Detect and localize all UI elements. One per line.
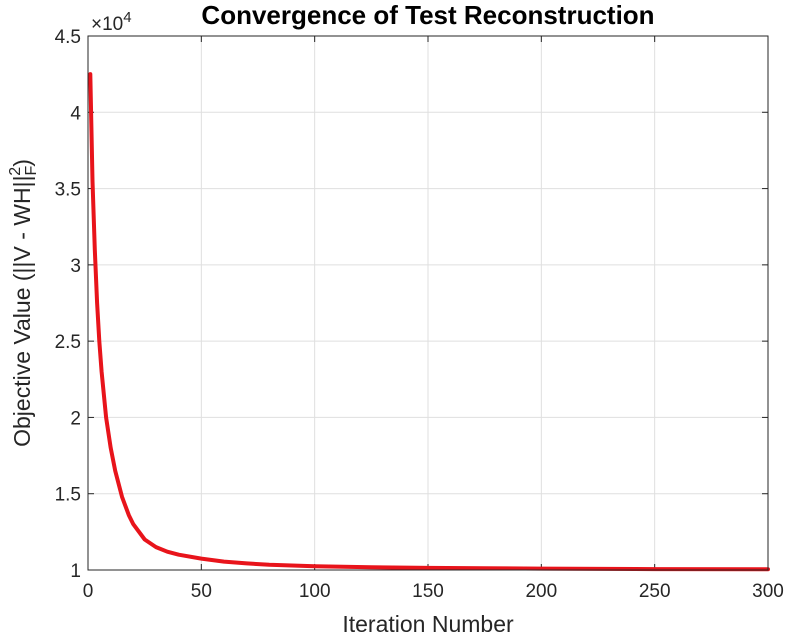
- y-tick-label: 1.5: [55, 485, 81, 506]
- y-exponent-base: ×10: [91, 14, 123, 35]
- y-tick-label: 2: [70, 408, 81, 429]
- x-tick-label: 200: [525, 581, 557, 602]
- y-axis-label: Objective Value (||V - WH||F2): [7, 159, 40, 447]
- y-axis-label-group: Objective Value (||V - WH||F2): [7, 159, 40, 447]
- x-axis-label: Iteration Number: [342, 611, 514, 635]
- y-tick-label: 3: [70, 256, 81, 277]
- x-tick-label: 150: [412, 581, 444, 602]
- tick-labels: 0 50 100 150 200 250 300 1 1.5 2 2.5 3 3.5 4 4.5: [55, 27, 784, 602]
- x-tick-label: 0: [83, 581, 94, 602]
- y-tick-label: 4: [70, 103, 81, 124]
- x-tick-label: 50: [191, 581, 212, 602]
- x-tick-label: 300: [752, 581, 784, 602]
- series: [88, 72, 770, 572]
- y-tick-label: 3.5: [55, 180, 81, 201]
- chart-title: Convergence of Test Reconstruction: [201, 0, 654, 30]
- y-axis-label-sup: 2: [7, 167, 24, 176]
- plot-frame: [87, 35, 769, 571]
- x-tick-label: 250: [639, 581, 671, 602]
- series-line: [88, 72, 770, 572]
- y-axis-label-sub: F: [23, 165, 40, 175]
- y-exponent-power: 4: [123, 9, 131, 26]
- y-tick-label: 2.5: [55, 332, 81, 353]
- y-axis-label-main: Objective Value (||V - WH||: [9, 175, 35, 446]
- y-exponent-label: ×104: [91, 9, 132, 35]
- y-axis-label-close: ): [9, 159, 35, 167]
- y-tick-label: 4.5: [55, 27, 81, 48]
- y-tick-label: 1: [70, 561, 81, 582]
- x-tick-label: 100: [299, 581, 331, 602]
